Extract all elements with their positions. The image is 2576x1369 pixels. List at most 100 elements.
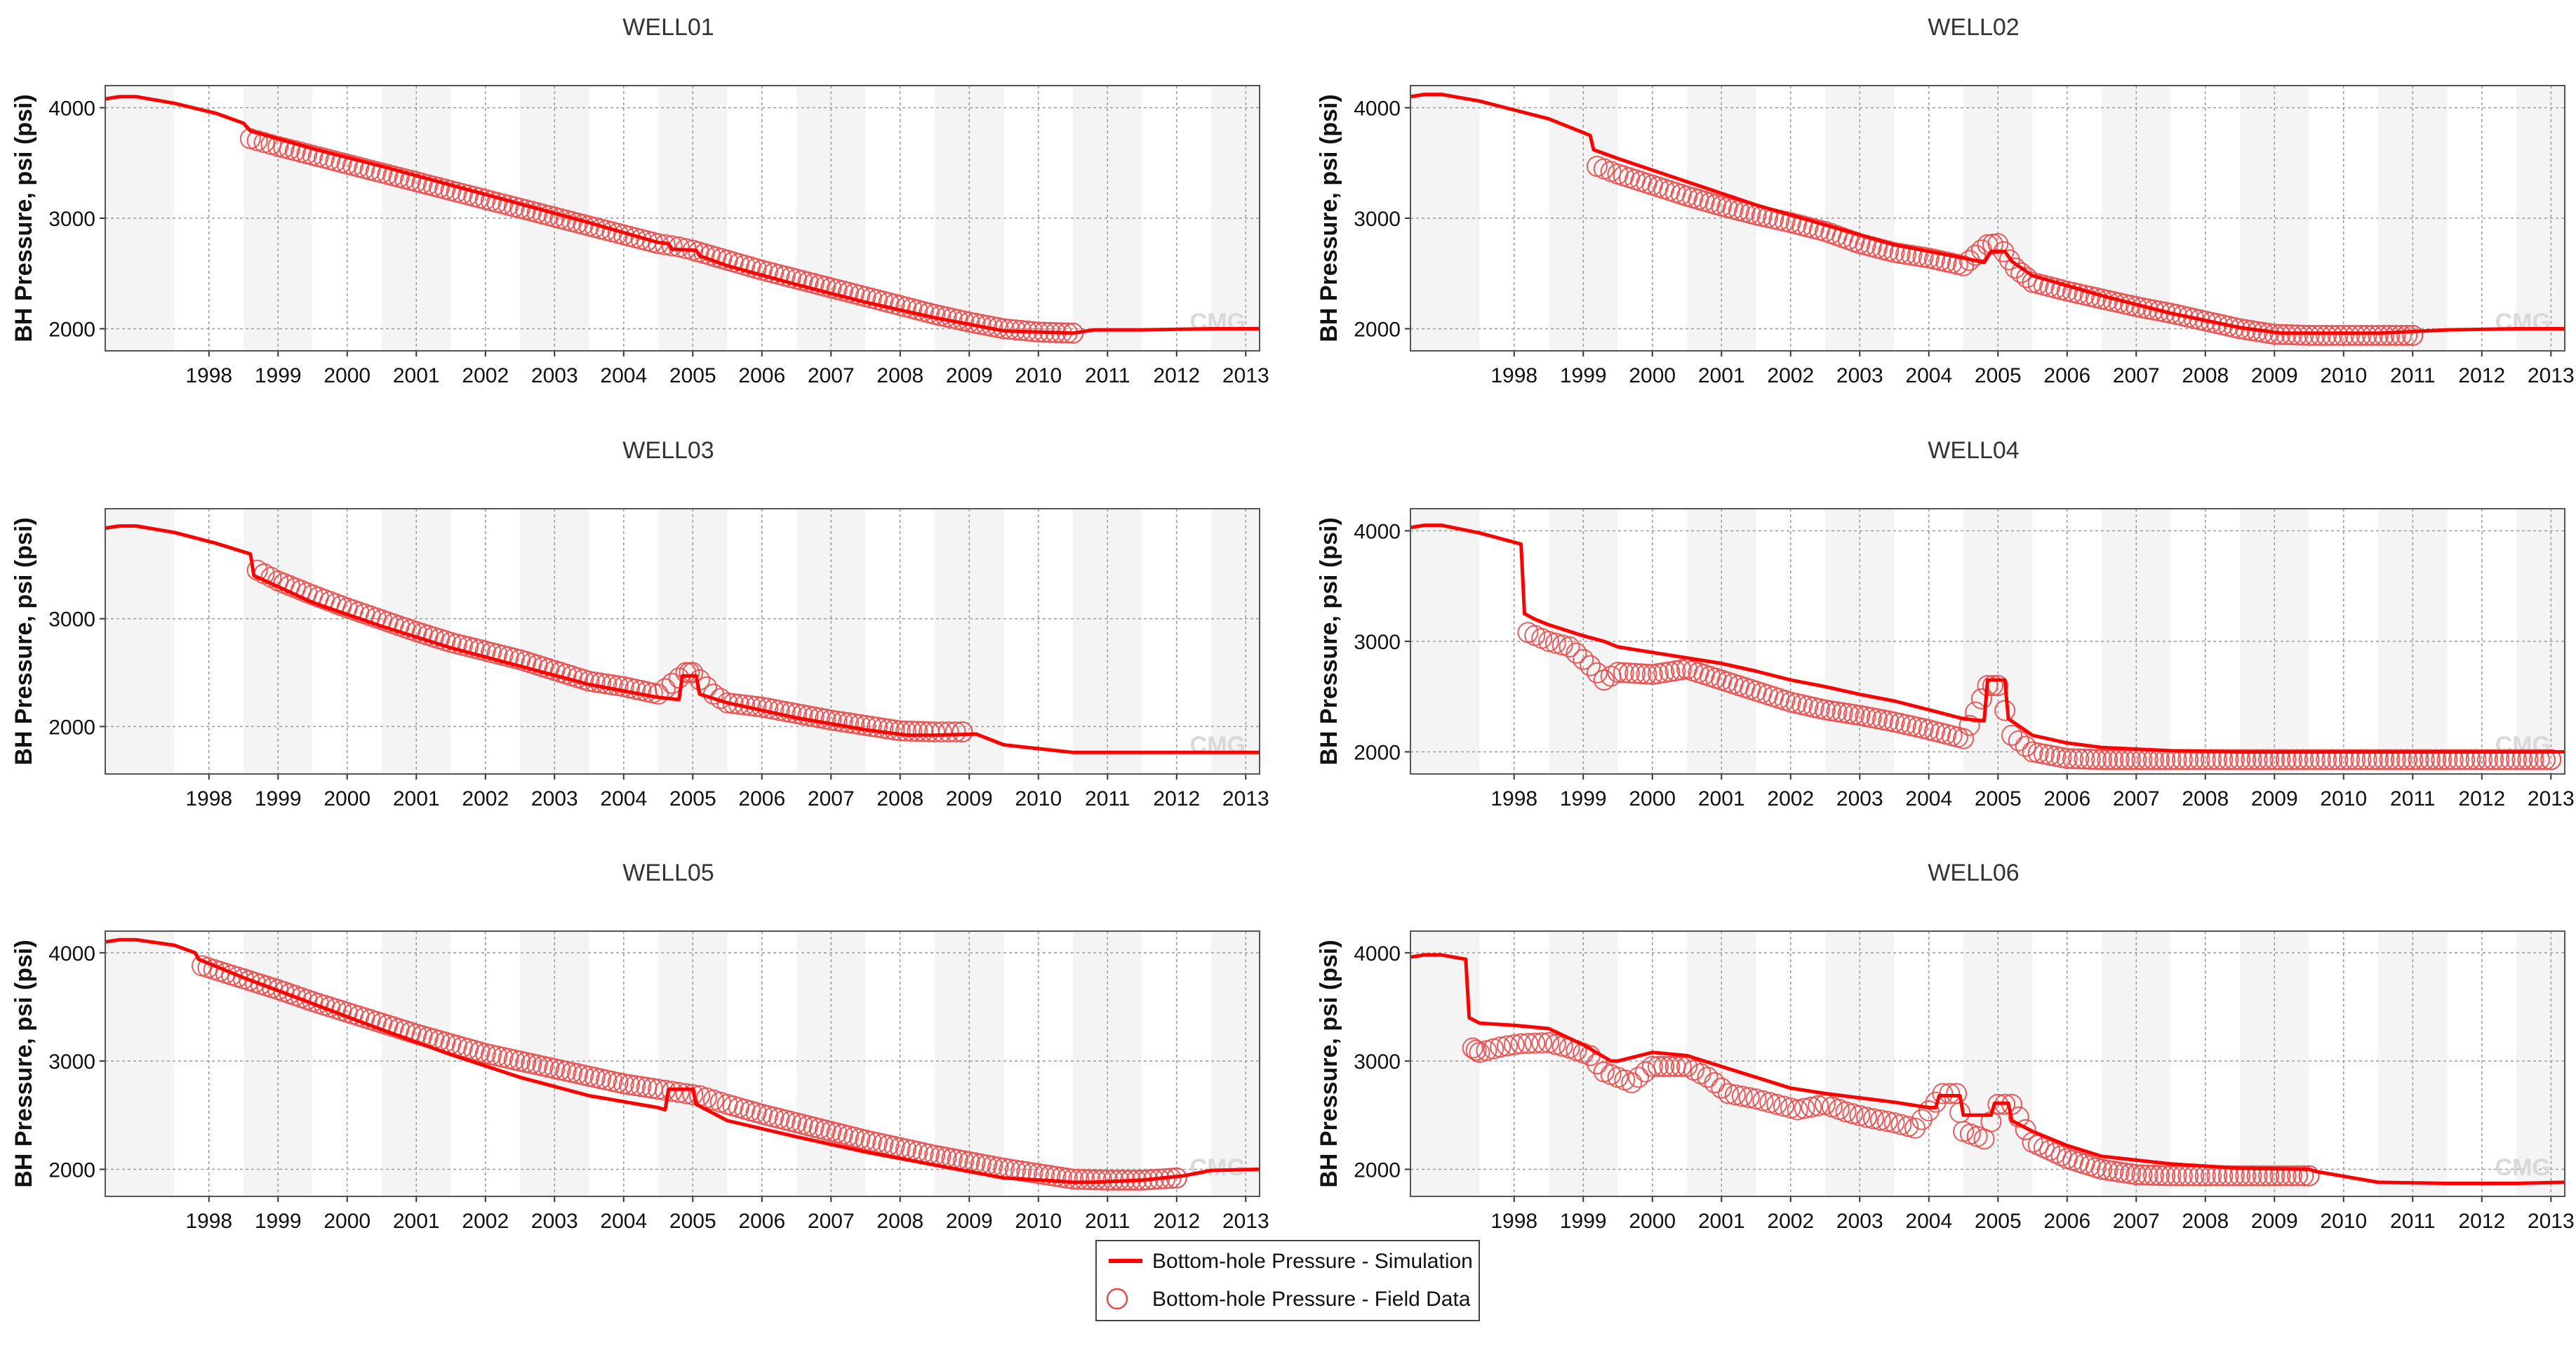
well-3-field-point bbox=[860, 716, 882, 737]
well-6-x-tick-label: 2002 bbox=[1767, 1210, 1814, 1233]
well-2-x-tick-label: 2006 bbox=[2043, 364, 2090, 387]
well-2-x-tick-label: 1999 bbox=[1560, 364, 1607, 387]
well-2-title: WELL02 bbox=[1928, 14, 2019, 41]
well-6-field-point bbox=[2091, 1158, 2113, 1180]
well-1-x-tick-label: 2003 bbox=[531, 364, 578, 387]
well-3-field-point bbox=[820, 709, 842, 731]
well-2-field-point bbox=[1883, 241, 1905, 263]
well-4-chart: 1998 1999 2000 2001 2002 2003 2004 2005 2006 2007… bbox=[1316, 437, 2575, 810]
well-6-field-point bbox=[2149, 1165, 2170, 1187]
well-4-simulation-line bbox=[1410, 523, 2565, 754]
well-4-field-point bbox=[2102, 749, 2124, 770]
well-6-field-point bbox=[2258, 1165, 2280, 1187]
well-4-field-point bbox=[2258, 749, 2280, 770]
well-5-field-point bbox=[1022, 1162, 1043, 1184]
well-6-field-point bbox=[2281, 1165, 2302, 1187]
well-6-x-tick-label: 1998 bbox=[1490, 1210, 1537, 1233]
well-3-year-band bbox=[1211, 509, 1260, 774]
well-6-field-point bbox=[1876, 1111, 1898, 1133]
well-3-field-point bbox=[901, 721, 923, 742]
well-5-field-point bbox=[1074, 1168, 1095, 1190]
well-6-field-point bbox=[1647, 1055, 1669, 1077]
well-5-field-point bbox=[1056, 1168, 1078, 1189]
well-2-y-tick-label: 4000 bbox=[1354, 98, 1401, 121]
well-6-field-point bbox=[2275, 1165, 2297, 1187]
well-1-x-tick-label: 2010 bbox=[1015, 364, 1062, 387]
well-2-x-tick-label: 2013 bbox=[2528, 364, 2575, 387]
well-5-x-tick-label: 2007 bbox=[808, 1210, 855, 1233]
well-4-x-tick-label: 2013 bbox=[2528, 787, 2575, 810]
well-1-x-tick-label: 2007 bbox=[808, 364, 855, 387]
well-4-x-tick-label: 2008 bbox=[2182, 787, 2229, 810]
well-3-x-tick-label: 2003 bbox=[531, 787, 578, 810]
well-4-field-point bbox=[2396, 749, 2418, 770]
well-3-x-tick-label: 1999 bbox=[255, 787, 302, 810]
well-6-watermark: CMG bbox=[2495, 1154, 2551, 1181]
well-4-field-point bbox=[2477, 749, 2499, 770]
well-4-field-point bbox=[2431, 749, 2452, 770]
well-5-x-tick-label: 2001 bbox=[393, 1210, 440, 1233]
well-4-field-point bbox=[2350, 749, 2372, 770]
well-1-x-tick-label: 1998 bbox=[185, 364, 232, 387]
well-4-y-tick-label: 3000 bbox=[1354, 631, 1401, 654]
well-3-y-tick-label: 2000 bbox=[48, 716, 95, 739]
well-4-field-point bbox=[2436, 749, 2458, 770]
well-4-field-point bbox=[1573, 648, 1594, 670]
well-4-field-point bbox=[2454, 749, 2476, 770]
well-1-x-tick-label: 2011 bbox=[1085, 364, 1130, 387]
well-4-field-point bbox=[2356, 749, 2377, 770]
well-5-field-point bbox=[675, 1083, 697, 1104]
well-4-x-tick-label: 2005 bbox=[1975, 787, 2022, 810]
well-6-x-tick-label: 2001 bbox=[1698, 1210, 1745, 1233]
well-4-field-point bbox=[2091, 749, 2113, 770]
well-4-x-tick-label: 2009 bbox=[2251, 787, 2298, 810]
well-5-field-point bbox=[1085, 1169, 1107, 1191]
well-6-x-tick-label: 2013 bbox=[2528, 1210, 2575, 1233]
well-5-frame bbox=[105, 930, 1260, 1197]
well-5-watermark: CMG bbox=[1190, 1154, 1246, 1181]
well-4-field-point bbox=[1820, 700, 1842, 721]
well-4-field-point bbox=[2333, 749, 2354, 770]
well-3-field-point bbox=[945, 721, 966, 743]
well-6-field-point bbox=[1869, 1109, 1891, 1131]
well-6-field-point bbox=[1465, 1039, 1487, 1061]
well-4-field-point bbox=[2379, 749, 2401, 770]
well-2-field-point bbox=[2356, 324, 2377, 346]
well-1-frame bbox=[105, 85, 1260, 352]
well-5-x-tick-label: 2004 bbox=[600, 1210, 647, 1233]
well-4-field-point bbox=[2287, 749, 2309, 770]
well-4-x-tick-label: 2006 bbox=[2043, 787, 2090, 810]
well-6-field-point bbox=[2160, 1165, 2182, 1187]
well-6-field-point bbox=[2264, 1165, 2285, 1187]
well-2-field-point bbox=[1965, 244, 1987, 266]
well-2-field-point bbox=[1907, 246, 1928, 267]
well-6-y-tick-label: 2000 bbox=[1354, 1158, 1401, 1182]
well-2-field-point bbox=[2384, 324, 2406, 346]
well-5-field-point bbox=[618, 1074, 640, 1095]
legend: Bottom-hole Pressure - Simulation Bottom… bbox=[1095, 1240, 1480, 1321]
well-6-field-point bbox=[2102, 1161, 2124, 1182]
well-1-series bbox=[105, 95, 1260, 344]
well-6-field-point bbox=[1780, 1097, 1801, 1118]
well-6-field-point bbox=[1621, 1072, 1643, 1093]
well-2-field-point bbox=[2316, 324, 2337, 346]
well-6-field-point bbox=[1718, 1083, 1740, 1104]
well-4-field-point bbox=[2413, 749, 2435, 770]
well-6-field-point bbox=[2114, 1162, 2135, 1184]
well-5-field-point bbox=[1033, 1163, 1055, 1185]
well-6-field-point bbox=[1911, 1109, 1933, 1130]
well-6-field-point bbox=[1939, 1083, 1961, 1104]
well-4-field-point bbox=[2483, 749, 2504, 770]
well-6-field-point bbox=[1469, 1041, 1490, 1063]
well-6-field-point bbox=[1510, 1033, 1532, 1055]
well-6-field-point bbox=[1462, 1037, 1483, 1059]
well-6-x-tick-label: 2006 bbox=[2043, 1210, 2090, 1233]
well-6-field-point bbox=[1849, 1104, 1871, 1126]
well-5-y-tick-label: 3000 bbox=[48, 1050, 95, 1074]
well-3-x-tick-label: 2009 bbox=[946, 787, 993, 810]
well-4-field-point bbox=[2252, 749, 2274, 770]
well-6-field-point bbox=[1932, 1083, 1954, 1104]
well-4-x-tick-label: 2007 bbox=[2113, 787, 2160, 810]
well-5-chart: 1998 1999 2000 2001 2002 2003 2004 2005 2006 2007… bbox=[11, 860, 1269, 1233]
well-3-field-point bbox=[607, 675, 629, 697]
